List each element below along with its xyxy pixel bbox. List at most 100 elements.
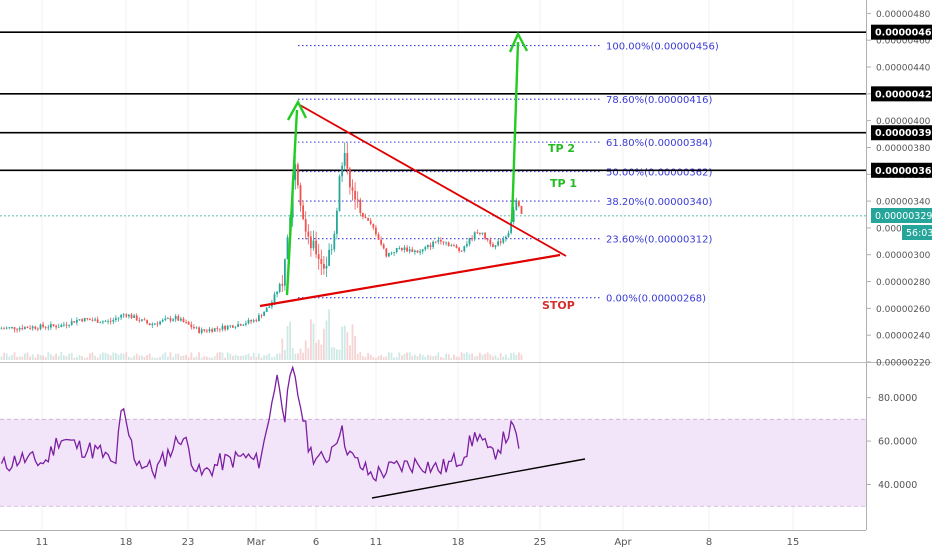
candle-body [401, 248, 403, 250]
volume-bar [177, 353, 180, 360]
candle-body [502, 238, 505, 243]
volume-bar [115, 353, 117, 360]
volume-bar [341, 326, 343, 360]
volume-bar [91, 352, 94, 360]
volume-bar [63, 355, 65, 360]
volume-bar [29, 356, 31, 360]
volume-bar [237, 355, 239, 360]
oscillator-trendline[interactable] [371, 458, 586, 499]
volume-bar [294, 353, 297, 360]
arrow-2-shaft[interactable] [510, 41, 520, 223]
volume-bar [445, 353, 447, 360]
volume-bar [3, 352, 5, 360]
candle-body [213, 328, 216, 332]
candle-body [510, 221, 512, 233]
volume-bar [450, 357, 453, 360]
volume-bar [263, 355, 265, 360]
triangle-upper-trendline[interactable] [297, 103, 567, 257]
oscillator-axis[interactable]: 80.0000 60.0000 40.0000 [866, 363, 917, 530]
candle-body [276, 291, 278, 295]
candle-body [169, 318, 172, 321]
time-tick-label: 11 [36, 537, 49, 548]
volume-bar [429, 355, 432, 360]
volume-bar [346, 332, 349, 360]
volume-bar [414, 354, 416, 360]
fibonacci-retracement[interactable]: 100.00%(0.00000456) 78.60%(0.00000416) 61.… [298, 42, 719, 305]
volume-bar [434, 355, 437, 360]
candle-body [499, 241, 502, 243]
volume-bar [216, 352, 219, 360]
price-tick-label: 0.00000460 [876, 37, 931, 47]
oscillator-panel[interactable] [0, 365, 866, 507]
candle-body [70, 321, 73, 325]
candle-body [47, 327, 50, 329]
volume-bar [26, 352, 29, 360]
candle-body [128, 314, 130, 317]
candle-body [117, 317, 120, 319]
candle-body [486, 238, 489, 240]
volume-bar [471, 353, 473, 360]
candle-body [31, 326, 34, 329]
volume-bar [351, 324, 354, 360]
candle-body [263, 311, 265, 316]
volume-bar [200, 357, 203, 360]
candle-body [16, 329, 18, 331]
candle-body [395, 248, 398, 253]
candle-body [320, 258, 323, 264]
candle-body [362, 212, 364, 217]
oscillator-tick-label: 80.0000 [878, 393, 917, 404]
fib-level-label: 78.60%(0.00000416) [606, 95, 712, 106]
volume-bar [70, 353, 73, 360]
oscillator-line [0, 365, 520, 483]
candle-body [73, 321, 76, 323]
volume-bar [224, 357, 226, 360]
candle-body [398, 248, 401, 249]
candle-body [237, 324, 239, 327]
volume-bar [497, 357, 499, 360]
volume-bar [198, 352, 200, 360]
candle-body [24, 327, 26, 330]
volume-bar [65, 356, 68, 360]
candle-body [138, 320, 141, 322]
candle-body [507, 232, 510, 237]
candle-body [29, 327, 31, 329]
volume-bar [96, 357, 99, 360]
candle-body [187, 322, 190, 325]
candle-body [154, 323, 156, 325]
volume-bar [133, 355, 135, 360]
volume-bar [60, 352, 63, 360]
volume-bar [349, 345, 351, 360]
volume-bar [57, 355, 60, 360]
candle-body [99, 322, 102, 324]
volume-bar [276, 353, 278, 360]
time-tick-label: 25 [534, 537, 547, 548]
arrow-1-shaft[interactable] [285, 109, 299, 296]
candle-body [239, 324, 242, 326]
candle-body [21, 327, 24, 330]
volume-bar [393, 357, 395, 360]
candle-body [330, 249, 333, 251]
candle-body [284, 259, 286, 286]
drawings[interactable] [259, 31, 567, 308]
candle-body [242, 324, 245, 326]
horizontal-levels[interactable] [0, 31, 866, 172]
current-price-badge: 0.00000329 56:03 [871, 208, 932, 240]
annotation-tp1: TP 1 [550, 177, 577, 190]
oscillator-tick-label: 60.0000 [878, 437, 917, 448]
time-tick-label: Mar [247, 537, 267, 548]
candle-body [11, 327, 13, 328]
candle-body [455, 245, 458, 248]
triangle-lower-trendline[interactable] [259, 253, 561, 308]
volume-bar [232, 356, 234, 360]
candle-body [278, 283, 281, 292]
fib-level-label: 61.80%(0.00000384) [606, 138, 712, 149]
candle-body [312, 240, 315, 249]
candle-body [182, 318, 185, 323]
candle-body [161, 319, 164, 322]
volume-bar [484, 354, 486, 360]
volume-bar [330, 347, 333, 360]
volume-bar [281, 338, 284, 360]
candle-body [115, 318, 117, 321]
time-axis[interactable]: 11 18 23 Mar 6 11 18 25 Apr 8 15 [0, 530, 866, 549]
volume-bar [78, 355, 81, 360]
